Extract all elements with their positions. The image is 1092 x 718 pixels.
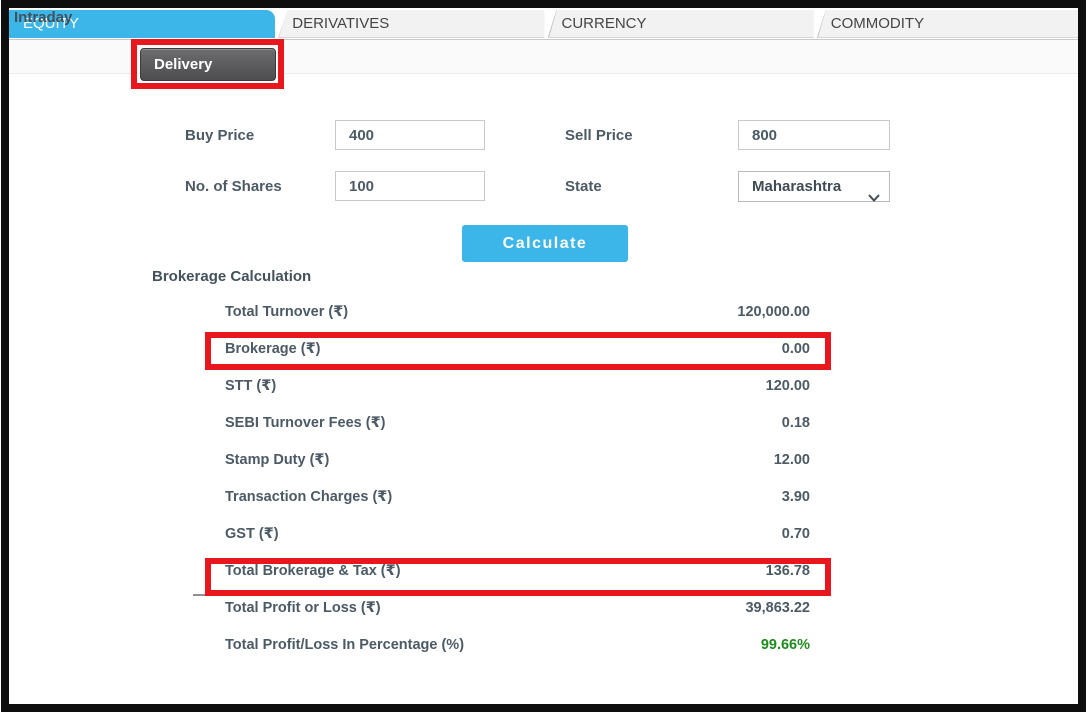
result-row-brokerage: Brokerage (₹) 0.00 bbox=[225, 330, 810, 367]
result-value: 120,000.00 bbox=[737, 303, 810, 320]
result-value: 3.90 bbox=[781, 488, 810, 505]
result-label: STT (₹) bbox=[225, 377, 277, 394]
result-row-profit-loss-percentage: Total Profit/Loss In Percentage (%) 99.6… bbox=[225, 626, 810, 663]
result-row-stt: STT (₹) 120.00 bbox=[225, 367, 810, 404]
shares-label: No. of Shares bbox=[185, 178, 282, 195]
sell-price-input[interactable] bbox=[738, 120, 890, 150]
result-label: Stamp Duty (₹) bbox=[225, 451, 330, 468]
result-label: GST (₹) bbox=[225, 525, 279, 542]
market-tabbar: EQUITY DERIVATIVES CURRENCY COMMODITY bbox=[9, 10, 1083, 38]
result-row-total-turnover: Total Turnover (₹) 120,000.00 bbox=[225, 293, 810, 330]
buy-price-label: Buy Price bbox=[185, 127, 255, 144]
result-label: Total Turnover (₹) bbox=[225, 303, 349, 320]
tab-derivatives[interactable]: DERIVATIVES bbox=[278, 10, 545, 38]
result-row-stamp-duty: Stamp Duty (₹) 12.00 bbox=[225, 441, 810, 478]
tab-equity[interactable]: EQUITY bbox=[9, 10, 276, 38]
result-value-positive: 99.66% bbox=[760, 636, 810, 653]
result-row-transaction-charges: Transaction Charges (₹) 3.90 bbox=[225, 478, 810, 515]
shares-input[interactable] bbox=[335, 171, 485, 201]
result-label: Brokerage (₹) bbox=[225, 340, 321, 357]
result-value: 12.00 bbox=[773, 451, 810, 468]
results-heading: Brokerage Calculation bbox=[152, 268, 312, 285]
result-value: 136.78 bbox=[765, 562, 810, 579]
result-row-gst: GST (₹) 0.70 bbox=[225, 515, 810, 552]
sell-price-label: Sell Price bbox=[565, 127, 633, 144]
result-label: Total Profit or Loss (₹) bbox=[225, 599, 381, 616]
result-row-total-profit-loss: Total Profit or Loss (₹) 39,863.22 bbox=[225, 589, 810, 626]
result-row-total-brokerage-tax: Total Brokerage & Tax (₹) 136.78 bbox=[225, 552, 810, 589]
result-label: Total Profit/Loss In Percentage (%) bbox=[225, 636, 465, 653]
state-select[interactable]: Maharashtra bbox=[738, 171, 890, 202]
tab-currency[interactable]: CURRENCY bbox=[547, 10, 814, 38]
result-label: SEBI Turnover Fees (₹) bbox=[225, 414, 386, 431]
result-label: Transaction Charges (₹) bbox=[225, 488, 393, 505]
subtab-delivery[interactable]: Delivery bbox=[140, 48, 276, 81]
result-value: 39,863.22 bbox=[745, 599, 810, 616]
calculate-button[interactable]: Calculate bbox=[462, 225, 628, 262]
subtab-intraday[interactable]: Intraday bbox=[14, 9, 73, 26]
result-label: Total Brokerage & Tax (₹) bbox=[225, 562, 401, 579]
result-value: 0.18 bbox=[781, 414, 810, 431]
chevron-down-icon bbox=[868, 183, 880, 212]
result-value: 0.00 bbox=[781, 340, 810, 357]
result-row-sebi-fees: SEBI Turnover Fees (₹) 0.18 bbox=[225, 404, 810, 441]
result-value: 0.70 bbox=[781, 525, 810, 542]
buy-price-input[interactable] bbox=[335, 120, 485, 150]
tab-commodity[interactable]: COMMODITY bbox=[816, 10, 1083, 38]
state-label: State bbox=[565, 178, 602, 195]
row-divider bbox=[193, 594, 217, 596]
result-value: 120.00 bbox=[765, 377, 810, 394]
results-table: Total Turnover (₹) 120,000.00 Brokerage … bbox=[225, 293, 810, 663]
state-select-value: Maharashtra bbox=[752, 178, 842, 195]
